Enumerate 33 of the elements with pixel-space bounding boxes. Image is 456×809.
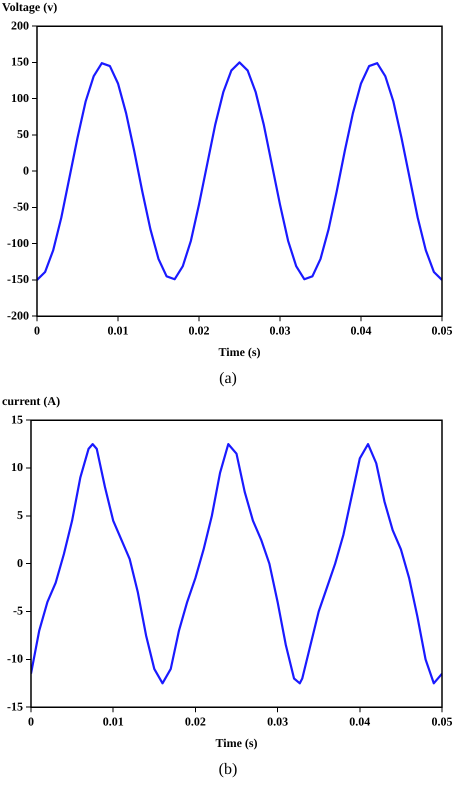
x-tick-label: 0.03 xyxy=(267,714,288,728)
y-axis-title: Voltage (v) xyxy=(1,0,58,16)
y-tick-label: -10 xyxy=(6,651,23,666)
x-tick-label: 0.05 xyxy=(432,714,452,728)
y-tick-label: 100 xyxy=(10,90,29,105)
y-tick-label: -200 xyxy=(6,308,29,322)
x-tick-label: 0 xyxy=(34,323,40,338)
y-tick-label: -50 xyxy=(12,200,29,214)
x-tick-label: 0.04 xyxy=(350,323,372,338)
x-tick-label: 0.04 xyxy=(349,714,370,728)
x-tick-label: 0.03 xyxy=(270,323,290,338)
x-axis-title: Time (s) xyxy=(218,344,261,359)
y-tick-label: -150 xyxy=(6,272,29,286)
y-tick-label: 5 xyxy=(16,508,23,522)
text: (a) xyxy=(218,369,238,389)
x-tick-label: 0.02 xyxy=(188,323,210,338)
x-axis-title: Time (s) xyxy=(215,736,258,750)
y-axis-title: current (A) xyxy=(1,394,62,410)
y-tick-label: 0 xyxy=(22,163,29,178)
x-tick-label: 0.05 xyxy=(432,323,452,338)
y-tick-label: 200 xyxy=(10,18,29,32)
y-tick-label: 10 xyxy=(10,460,23,474)
y-tick-label: 150 xyxy=(10,54,29,69)
y-tick-label: 15 xyxy=(10,412,23,426)
y-tick-label: -5 xyxy=(12,604,23,618)
x-tick-label: 0.01 xyxy=(107,323,128,338)
x-tick-label: 0.01 xyxy=(102,714,124,728)
y-tick-label: -100 xyxy=(6,236,29,250)
y-tick-label: -15 xyxy=(6,699,23,714)
x-tick-label: 0.02 xyxy=(184,714,206,728)
text: (b) xyxy=(218,760,238,780)
y-tick-label: 0 xyxy=(16,556,23,570)
y-tick-label: 50 xyxy=(16,127,29,142)
